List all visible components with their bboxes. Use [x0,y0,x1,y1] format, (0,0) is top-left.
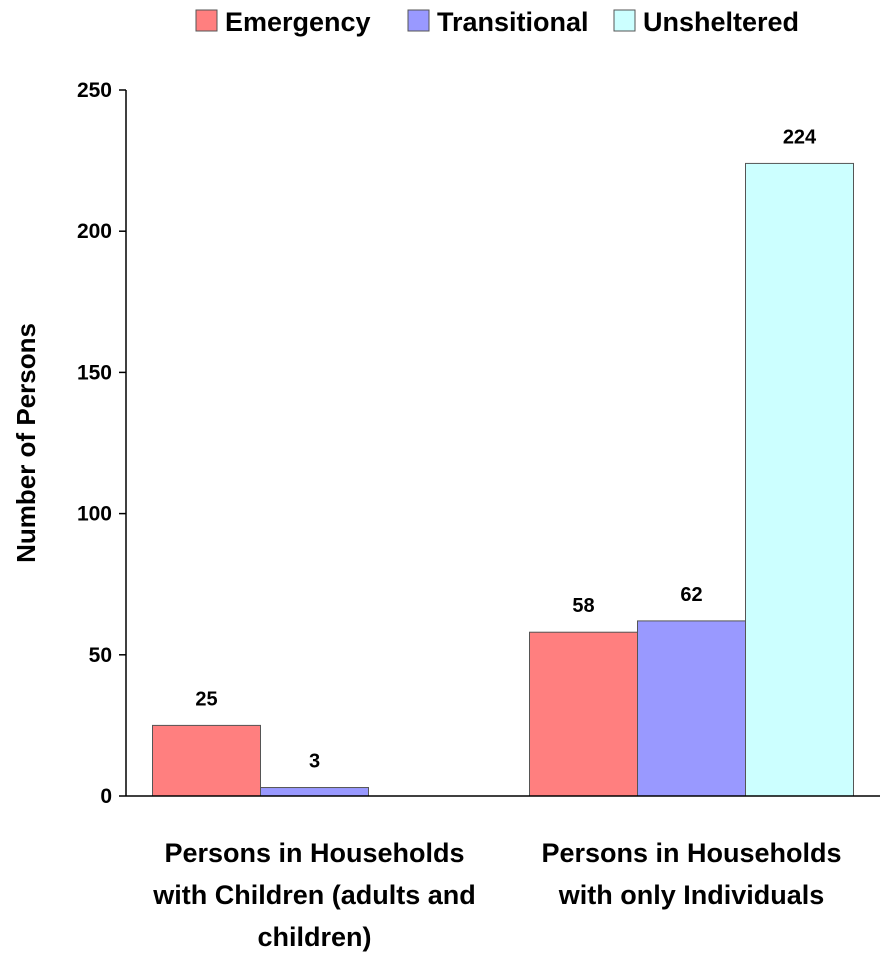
bar-unsheltered [745,162,854,797]
legend-label: Emergency [225,7,371,37]
legend-swatch [407,9,430,32]
x-category-label: Persons in Households with only Individua… [541,838,841,910]
y-tick-label: 0 [100,785,112,808]
legend-swatch [613,9,636,32]
y-tick-label: 100 [77,503,112,526]
x-category-label: Persons in Households with Children (adul… [152,838,476,952]
data-labels: 25 3 58 62 224 [195,126,817,772]
y-axis: 0 50 100 150 200 250 [77,79,127,808]
bar-transitional [260,787,369,797]
y-tick-label: 250 [77,79,112,102]
data-label: 25 [195,688,217,710]
bar-emergency [152,724,261,797]
y-tick-label: 200 [77,220,112,243]
y-tick-label: 150 [77,361,112,384]
data-label: 62 [680,584,702,606]
bar-emergency [529,631,638,797]
legend: Emergency Transitional Unsheltered [195,7,799,37]
bar-transitional [637,620,746,797]
y-axis-title: Number of Persons [11,323,41,563]
data-label: 3 [309,751,320,773]
legend-label: Unsheltered [643,7,799,37]
legend-swatch [195,9,218,32]
x-axis: Persons in Households with Children (adul… [126,795,880,952]
data-label: 58 [572,595,594,617]
bars [152,162,854,797]
legend-label: Transitional [437,7,589,37]
y-tick-label: 50 [89,644,112,667]
data-label: 224 [783,126,817,148]
